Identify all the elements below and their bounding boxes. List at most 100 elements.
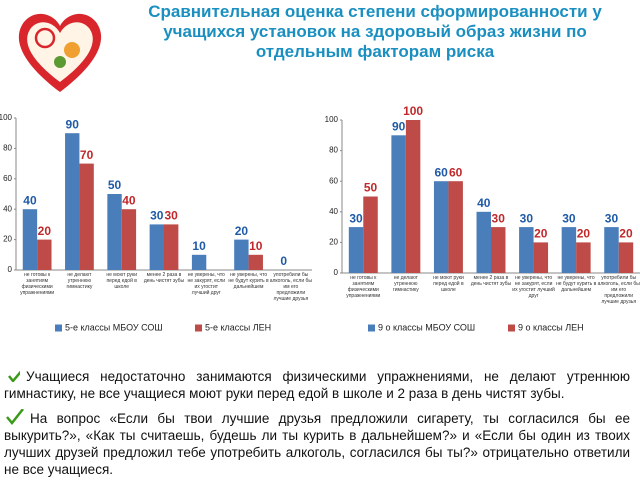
category-text: менее 2 раза в день чистят зубы bbox=[143, 272, 185, 284]
bar bbox=[618, 242, 634, 273]
value-label: 90 bbox=[66, 117, 80, 131]
bar bbox=[248, 254, 263, 270]
legend-label: 5-е классы ЛЕН bbox=[205, 322, 271, 332]
bar bbox=[363, 196, 378, 273]
category-text: не уверены, что не закурят, если их угос… bbox=[187, 272, 226, 296]
bar bbox=[604, 227, 619, 273]
bar bbox=[576, 242, 591, 273]
x-tick-label: не готовы к занятиям физическими упражне… bbox=[20, 272, 55, 296]
value-label: 0 bbox=[280, 254, 287, 268]
x-tick-label: употребили бы алкоголь, если бы им его п… bbox=[269, 272, 312, 302]
value-label: 20 bbox=[235, 224, 249, 238]
value-label: 50 bbox=[108, 178, 122, 192]
category-text: употребили бы алкоголь, если бы им его п… bbox=[269, 272, 312, 302]
value-label: 30 bbox=[520, 211, 534, 225]
bar bbox=[433, 181, 449, 273]
legend-label: 9 о классы ЛЕН bbox=[518, 322, 584, 332]
value-label: 60 bbox=[449, 165, 463, 179]
category-text: не уверены, что не будут курить в дальне… bbox=[555, 275, 597, 293]
value-label: 40 bbox=[122, 193, 136, 207]
value-label: 10 bbox=[192, 239, 206, 253]
value-label: 30 bbox=[349, 211, 363, 225]
value-label: 90 bbox=[392, 119, 406, 133]
check-icon bbox=[8, 370, 20, 382]
value-label: 30 bbox=[492, 211, 506, 225]
category-text: не моют руки перед едой в школе bbox=[433, 275, 464, 293]
value-label: 30 bbox=[605, 211, 619, 225]
y-tick-label: 0 bbox=[334, 268, 339, 277]
x-tick-label: не моют руки перед едой в школе bbox=[106, 272, 138, 290]
category-text: не делают утреннюю гимнастику bbox=[392, 275, 419, 293]
value-label: 70 bbox=[80, 148, 94, 162]
value-label: 20 bbox=[619, 227, 633, 241]
bar bbox=[79, 163, 94, 270]
bar bbox=[121, 209, 137, 270]
value-label: 40 bbox=[23, 193, 37, 207]
category-text: не готовы к занятиям физическими упражне… bbox=[346, 275, 381, 299]
x-tick-label: менее 2 раза в день чистят зубы bbox=[470, 275, 512, 287]
value-label: 20 bbox=[577, 227, 591, 241]
y-tick-label: 80 bbox=[329, 146, 338, 155]
bar bbox=[22, 209, 38, 270]
y-tick-label: 60 bbox=[329, 176, 338, 185]
x-tick-label: не уверены, что не будут курить в дальне… bbox=[555, 275, 597, 293]
y-tick-label: 40 bbox=[3, 204, 12, 213]
bar bbox=[519, 227, 534, 273]
bar bbox=[476, 211, 491, 273]
bar bbox=[405, 120, 421, 273]
value-label: 20 bbox=[38, 224, 52, 238]
heart-logo bbox=[18, 13, 102, 92]
legend-swatch bbox=[368, 324, 375, 332]
bullet-text: Учащиеся недостаточно занимаются физичес… bbox=[4, 369, 630, 401]
bar bbox=[191, 254, 207, 270]
bar bbox=[149, 224, 164, 270]
x-tick-label: не моют руки перед едой в школе bbox=[433, 275, 464, 293]
bar bbox=[348, 227, 364, 273]
category-text: не уверены, что не закурят, если их угос… bbox=[512, 275, 555, 299]
bar bbox=[107, 194, 122, 270]
x-tick-label: не готовы к занятиям физическими упражне… bbox=[346, 275, 381, 299]
x-tick-label: не уверены, что не закурят, если их угос… bbox=[512, 275, 555, 299]
bar bbox=[164, 224, 179, 270]
category-text: не делают утреннюю гимнастику bbox=[66, 272, 93, 290]
value-label: 50 bbox=[364, 181, 378, 195]
y-tick-label: 60 bbox=[3, 174, 12, 183]
legend-label: 5-е классы МБОУ СОШ bbox=[65, 322, 163, 332]
x-tick-label: менее 2 раза в день чистят зубы bbox=[143, 272, 185, 284]
value-label: 30 bbox=[562, 211, 576, 225]
value-label: 40 bbox=[477, 196, 491, 210]
bar bbox=[561, 227, 577, 273]
legend-swatch bbox=[508, 324, 515, 332]
value-label: 30 bbox=[150, 209, 164, 223]
category-text: не моют руки перед едой в школе bbox=[106, 272, 138, 290]
bar bbox=[533, 242, 549, 273]
category-text: менее 2 раза в день чистят зубы bbox=[470, 275, 512, 287]
bar bbox=[65, 133, 80, 270]
x-tick-label: не делают утреннюю гимнастику bbox=[392, 275, 419, 293]
y-tick-label: 0 bbox=[8, 265, 13, 274]
bullet-text: На вопрос «Если бы твои лучшие друзья пр… bbox=[4, 411, 630, 477]
value-label: 10 bbox=[249, 239, 263, 253]
bar bbox=[234, 239, 249, 270]
x-tick-label: не уверены, что не закурят, если их угос… bbox=[187, 272, 226, 296]
bar bbox=[448, 181, 463, 273]
bar bbox=[391, 135, 406, 273]
check-icon bbox=[6, 409, 24, 425]
bar bbox=[37, 239, 52, 270]
legend-swatch bbox=[55, 324, 62, 332]
category-text: не готовы к занятиям физическими упражне… bbox=[20, 272, 55, 296]
category-text: употребили бы алкоголь, если бы им его п… bbox=[597, 275, 640, 305]
y-tick-label: 100 bbox=[325, 115, 339, 124]
y-tick-label: 20 bbox=[3, 235, 12, 244]
value-label: 60 bbox=[435, 165, 449, 179]
y-tick-label: 100 bbox=[0, 113, 13, 122]
x-tick-label: употребили бы алкоголь, если бы им его п… bbox=[597, 275, 640, 305]
value-label: 20 bbox=[534, 227, 548, 241]
y-tick-label: 20 bbox=[329, 238, 338, 247]
category-text: не уверены, что не будут курить в дальне… bbox=[228, 272, 269, 290]
legend-swatch bbox=[195, 324, 202, 332]
bar bbox=[491, 227, 506, 273]
x-tick-label: не уверены, что не будут курить в дальне… bbox=[228, 272, 269, 290]
